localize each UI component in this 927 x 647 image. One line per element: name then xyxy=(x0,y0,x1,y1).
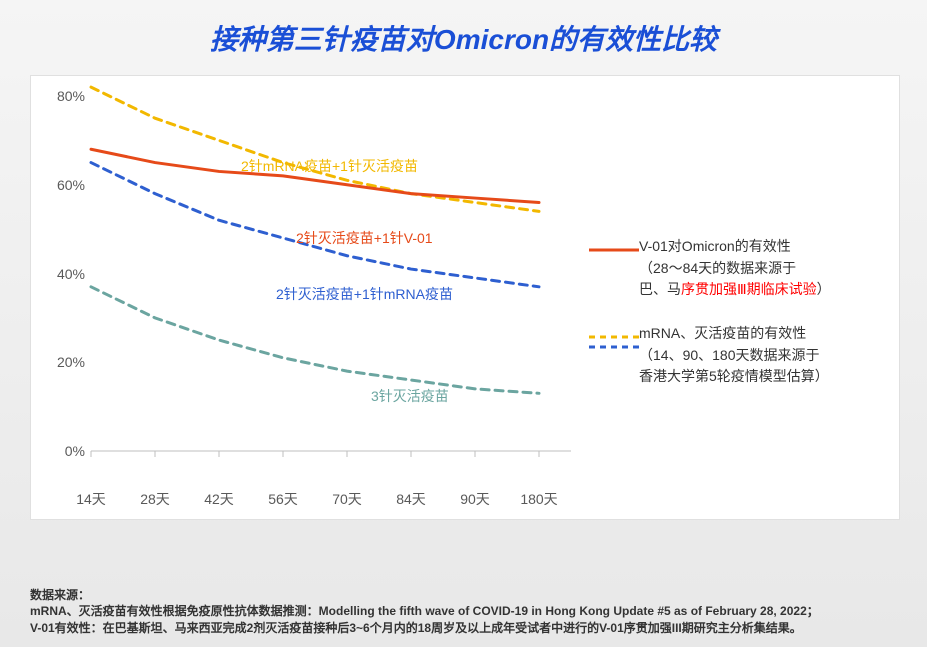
footer-line1: mRNA、灭活疫苗有效性根据免疫原性抗体数据推测：Modelling the f… xyxy=(30,603,897,620)
legend-text-mrna-inact: mRNA、灭活疫苗的有效性 （14、90、180天数据来源于 香港大学第5轮疫情… xyxy=(639,323,879,388)
x-tick-label: 56天 xyxy=(268,489,298,509)
x-tick-label: 84天 xyxy=(396,489,426,509)
x-tick-label: 28天 xyxy=(140,489,170,509)
slide-container: 接种第三针疫苗对Omicron的有效性比较 0% 20% 40% 60% 80% 14天… xyxy=(0,0,927,647)
legend-v01-hl: 序贯加强Ⅲ期临床试验 xyxy=(681,281,817,297)
legend-mi-l1: mRNA、灭活疫苗的有效性 xyxy=(639,325,806,341)
x-tick-label: 180天 xyxy=(520,489,557,509)
legend: V-01对Omicron的有效性 （28～84天的数据来源于 巴、马序贯加强Ⅲ期… xyxy=(589,236,879,410)
x-tick-label: 42天 xyxy=(204,489,234,509)
series-label-inact3: 3针灭活疫苗 xyxy=(371,386,449,406)
legend-mi-l2: （14、90、180天数据来源于 xyxy=(639,347,820,363)
legend-item-v01: V-01对Omicron的有效性 （28～84天的数据来源于 巴、马序贯加强Ⅲ期… xyxy=(589,236,879,301)
legend-text-v01: V-01对Omicron的有效性 （28～84天的数据来源于 巴、马序贯加强Ⅲ期… xyxy=(639,236,879,301)
series-label-inact2_v01: 2针灭活疫苗+1针V-01 xyxy=(296,228,433,248)
legend-v01-l3a: 巴、马 xyxy=(639,281,681,297)
y-tick-label: 0% xyxy=(43,443,85,459)
legend-mi-l3: 香港大学第5轮疫情模型估算） xyxy=(639,368,829,384)
y-tick-label: 20% xyxy=(43,354,85,370)
legend-v01-l2: （28～84天的数据来源于 xyxy=(639,260,796,276)
series-label-inact2_mrna1: 2针灭活疫苗+1针mRNA疫苗 xyxy=(276,284,453,304)
legend-v01-l1: V-01对Omicron的有效性 xyxy=(639,238,791,254)
x-tick-label: 90天 xyxy=(460,489,490,509)
y-tick-label: 80% xyxy=(43,88,85,104)
y-tick-label: 60% xyxy=(43,177,85,193)
y-tick-label: 40% xyxy=(43,266,85,282)
x-tick-label: 70天 xyxy=(332,489,362,509)
chart-area: 0% 20% 40% 60% 80% 14天 28天 42天 56天 70天 84天 90天 180天… xyxy=(30,75,900,520)
plot-region: 2针mRNA疫苗+1针灭活疫苗 2针灭活疫苗+1针V-01 2针灭活疫苗+1针mRN… xyxy=(91,96,571,486)
footer-source: 数据来源： mRNA、灭活疫苗有效性根据免疫原性抗体数据推测：Modelling… xyxy=(30,587,897,637)
series-label-mrna2_inact1: 2针mRNA疫苗+1针灭活疫苗 xyxy=(241,156,418,176)
legend-item-mrna-inact: mRNA、灭活疫苗的有效性 （14、90、180天数据来源于 香港大学第5轮疫情… xyxy=(589,323,879,388)
legend-swatch-mrna-inact xyxy=(589,323,639,388)
x-tick-label: 14天 xyxy=(76,489,106,509)
series-mrna2_inact1 xyxy=(91,87,539,211)
legend-v01-l3b: ） xyxy=(817,281,831,297)
chart-title: 接种第三针疫苗对Omicron的有效性比较 xyxy=(0,18,927,58)
footer-label: 数据来源： xyxy=(30,587,897,604)
legend-swatch-v01 xyxy=(589,236,639,301)
footer-line2: V-01有效性：在巴基斯坦、马来西亚完成2剂灭活疫苗接种后3~6个月内的18周岁… xyxy=(30,620,897,637)
